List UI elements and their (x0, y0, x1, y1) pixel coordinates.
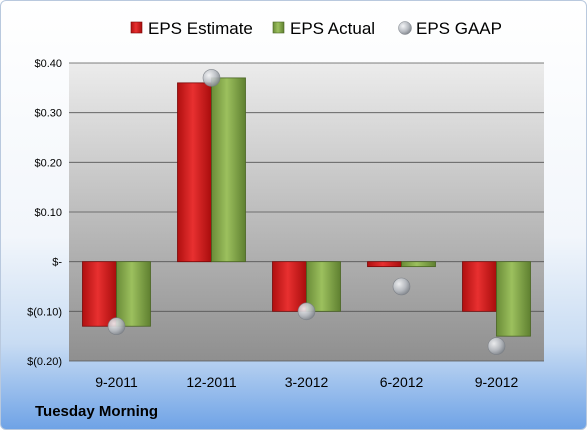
eps-gaap-marker (392, 277, 411, 296)
eps-estimate-bar (367, 261, 402, 268)
eps-estimate-bar (272, 261, 307, 312)
eps-gaap-marker (107, 317, 126, 336)
legend: EPS Estimate EPS Actual EPS GAAP (130, 19, 502, 38)
x-tick-label: 12-2011 (186, 374, 237, 390)
y-tick-label: $(0.10) (27, 306, 62, 318)
company-label: Tuesday Morning (35, 403, 159, 420)
eps-actual-bar (401, 261, 436, 268)
eps-actual-bar (211, 77, 246, 263)
y-tick-label: $0.40 (34, 58, 62, 70)
legend-label: EPS Estimate (148, 19, 253, 38)
gaap-markers (107, 69, 506, 355)
legend-label: EPS GAAP (416, 19, 502, 38)
y-tick-label: $0.20 (34, 157, 62, 169)
bars (82, 77, 531, 337)
x-tick-label: 9-2011 (95, 374, 138, 390)
y-tick-label: $(0.20) (27, 356, 62, 368)
eps-actual-bar (116, 261, 151, 327)
eps-estimate-bar (82, 261, 117, 327)
legend-label: EPS Actual (290, 19, 375, 38)
eps-estimate-bar (462, 261, 497, 312)
x-tick-label: 9-2012 (475, 374, 519, 390)
eps-gaap-marker (297, 302, 316, 321)
eps-gaap-marker (202, 69, 221, 87)
x-tick-label: 3-2012 (285, 374, 329, 390)
x-axis: 9-2011 12-2011 3-2012 6-2012 9-2012 (95, 374, 518, 390)
y-tick-label: $- (52, 257, 62, 269)
x-tick-label: 6-2012 (380, 374, 424, 390)
eps-gaap-marker (487, 337, 506, 355)
legend-swatch (272, 21, 285, 34)
eps-actual-bar (496, 261, 531, 337)
y-tick-label: $0.10 (34, 207, 62, 219)
y-axis: $0.40 $0.30 $0.20 $0.10 $- $(0.10) $(0.20) (27, 58, 62, 368)
eps-estimate-bar (177, 82, 212, 263)
eps-actual-bar (306, 261, 341, 312)
legend-swatch (398, 21, 412, 35)
y-tick-label: $0.30 (34, 108, 62, 120)
legend-swatch (130, 21, 143, 34)
